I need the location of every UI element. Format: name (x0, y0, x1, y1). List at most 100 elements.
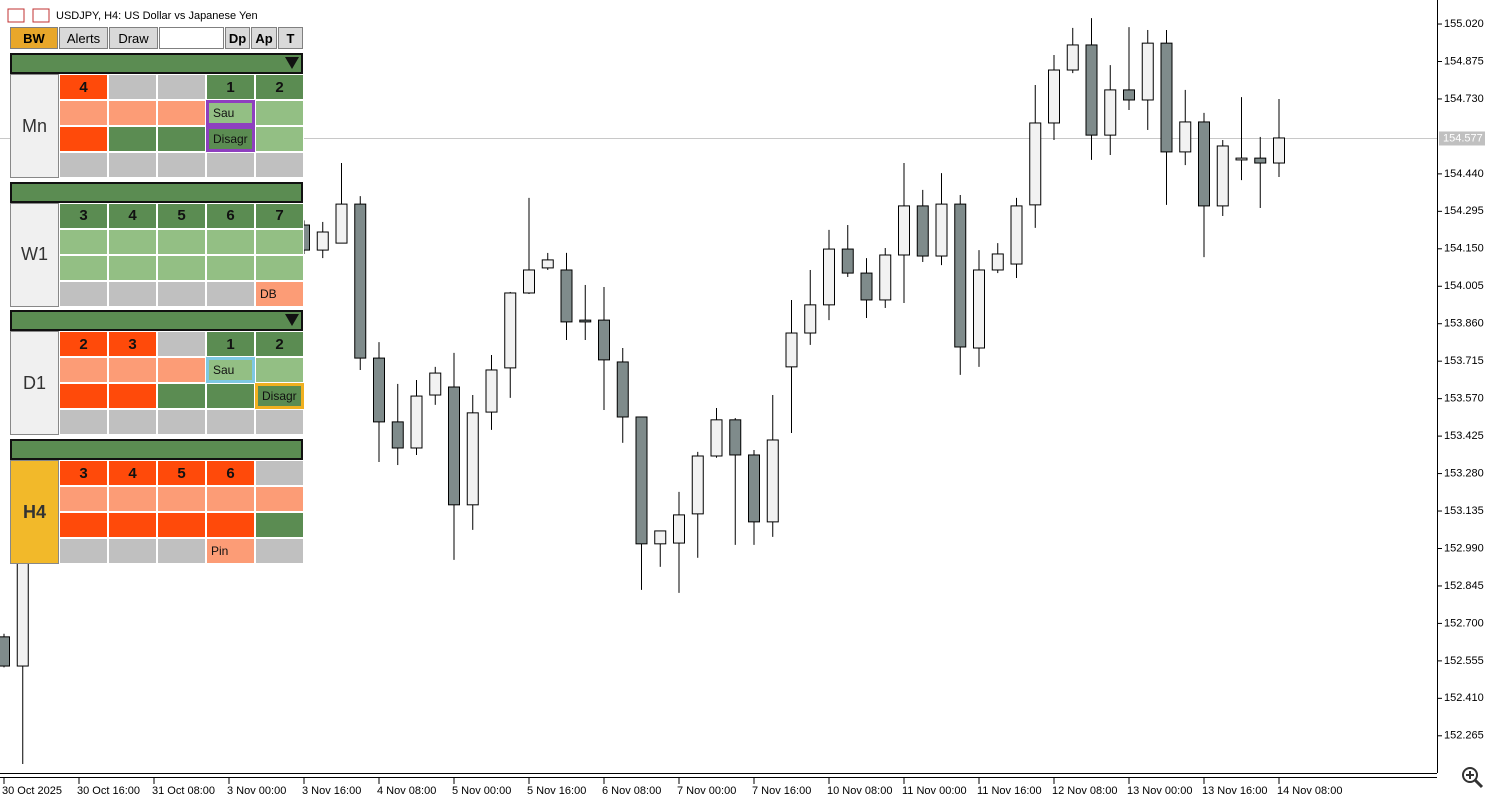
y-tick-label: 154.150 (1444, 243, 1484, 255)
signal-cell (255, 126, 304, 152)
signal-cell (255, 254, 304, 281)
candle-body (616, 361, 629, 418)
dropdown-arrow[interactable] (285, 314, 299, 327)
candle-body (1179, 121, 1192, 153)
signal-cell (157, 74, 206, 100)
candle-body (485, 369, 498, 413)
y-tick-label: 154.730 (1444, 93, 1484, 105)
signal-cell (108, 357, 157, 384)
x-tick-label: 5 Nov 00:00 (452, 785, 511, 797)
signal-cell: Disagr (255, 383, 304, 410)
signal-cell (157, 254, 206, 281)
candle-body (1198, 121, 1210, 207)
timeframe-label: D1 (10, 331, 59, 436)
candle-body (635, 416, 648, 545)
signal-cell: 3 (59, 202, 108, 229)
y-tick-label: 154.875 (1444, 55, 1484, 67)
signal-cell: 4 (59, 74, 108, 100)
signal-cell (59, 280, 108, 307)
signal-cell (108, 126, 157, 152)
x-tick-label: 31 Oct 08:00 (152, 785, 215, 797)
signal-cell (206, 512, 255, 539)
signal-cell: 6 (206, 202, 255, 229)
signal-cell (255, 512, 304, 539)
input-field[interactable] (159, 27, 224, 49)
candle-body (916, 205, 929, 257)
signal-cell (59, 409, 108, 436)
signal-cell: DB (255, 280, 304, 307)
x-tick-label: 3 Nov 00:00 (227, 785, 286, 797)
section-header (10, 53, 303, 74)
signal-cell (108, 74, 157, 100)
candle-body (466, 412, 479, 506)
y-tick-label: 154.295 (1444, 205, 1484, 217)
signal-cell (157, 331, 206, 358)
y-tick-label: 152.265 (1444, 730, 1484, 742)
toolbar-button[interactable]: Ap (251, 27, 277, 49)
signal-cell (206, 486, 255, 513)
x-tick-label: 11 Nov 16:00 (977, 785, 1042, 797)
signal-cell: Pin (206, 538, 255, 565)
candle-body (710, 419, 723, 457)
y-tick-label: 153.425 (1444, 430, 1484, 442)
current-price-box (1439, 131, 1485, 146)
timeframe-label: Mn (10, 74, 59, 178)
signal-cell (59, 486, 108, 513)
signal-cell (108, 152, 157, 178)
signal-cell (59, 538, 108, 565)
signal-cell (108, 280, 157, 307)
candle-body (504, 292, 517, 369)
toolbar-button[interactable]: Alerts (59, 27, 108, 49)
candle-body (316, 231, 329, 251)
x-tick-label: 10 Nov 08:00 (827, 785, 892, 797)
toolbar-button[interactable]: BW (10, 27, 58, 49)
candle-body (410, 395, 423, 449)
candle-body (1085, 44, 1098, 136)
signal-cell: 5 (157, 460, 206, 487)
candle-body (0, 636, 10, 667)
timeframe-label: H4 (10, 460, 59, 565)
candle-body (429, 372, 442, 396)
signal-cell (206, 228, 255, 255)
window-icon (7, 8, 25, 23)
signal-cell (59, 383, 108, 410)
y-tick-label: 153.570 (1444, 393, 1484, 405)
toolbar-button[interactable]: Draw (109, 27, 158, 49)
signal-cell (255, 228, 304, 255)
candle-body (673, 514, 685, 544)
y-tick-label: 152.700 (1444, 617, 1484, 629)
candle-body (579, 319, 592, 323)
signal-cell (157, 152, 206, 178)
y-tick-label: 155.020 (1444, 18, 1484, 30)
candle-body (1273, 137, 1285, 164)
signal-cell: 2 (255, 74, 304, 100)
signal-cell: Disagr (206, 126, 255, 152)
x-tick-label: 11 Nov 00:00 (902, 785, 967, 797)
candle-body (373, 357, 385, 423)
y-tick-label: 152.410 (1444, 692, 1484, 704)
toolbar-button[interactable]: Dp (225, 27, 250, 49)
toolbar-button[interactable]: T (278, 27, 303, 49)
dropdown-arrow[interactable] (285, 57, 299, 69)
candle-body (598, 319, 610, 361)
signal-cell: 5 (157, 202, 206, 229)
signal-cell (59, 126, 108, 152)
signal-cell (255, 460, 304, 487)
signal-cell (157, 409, 206, 436)
y-tick-label: 152.555 (1444, 655, 1484, 667)
zoom-icon[interactable] (1462, 767, 1484, 789)
signal-cell (108, 538, 157, 565)
signal-cell (108, 409, 157, 436)
candle-body (729, 419, 742, 456)
signal-cell (206, 254, 255, 281)
x-tick-label: 13 Nov 00:00 (1127, 785, 1192, 797)
candle-body (448, 386, 460, 506)
signal-cell (206, 409, 255, 436)
candle-body (654, 530, 667, 545)
signal-cell (206, 152, 255, 178)
x-tick-label: 7 Nov 16:00 (752, 785, 811, 797)
signal-cell: 3 (108, 331, 157, 358)
signal-cell: 7 (255, 202, 304, 229)
signal-cell (255, 538, 304, 565)
